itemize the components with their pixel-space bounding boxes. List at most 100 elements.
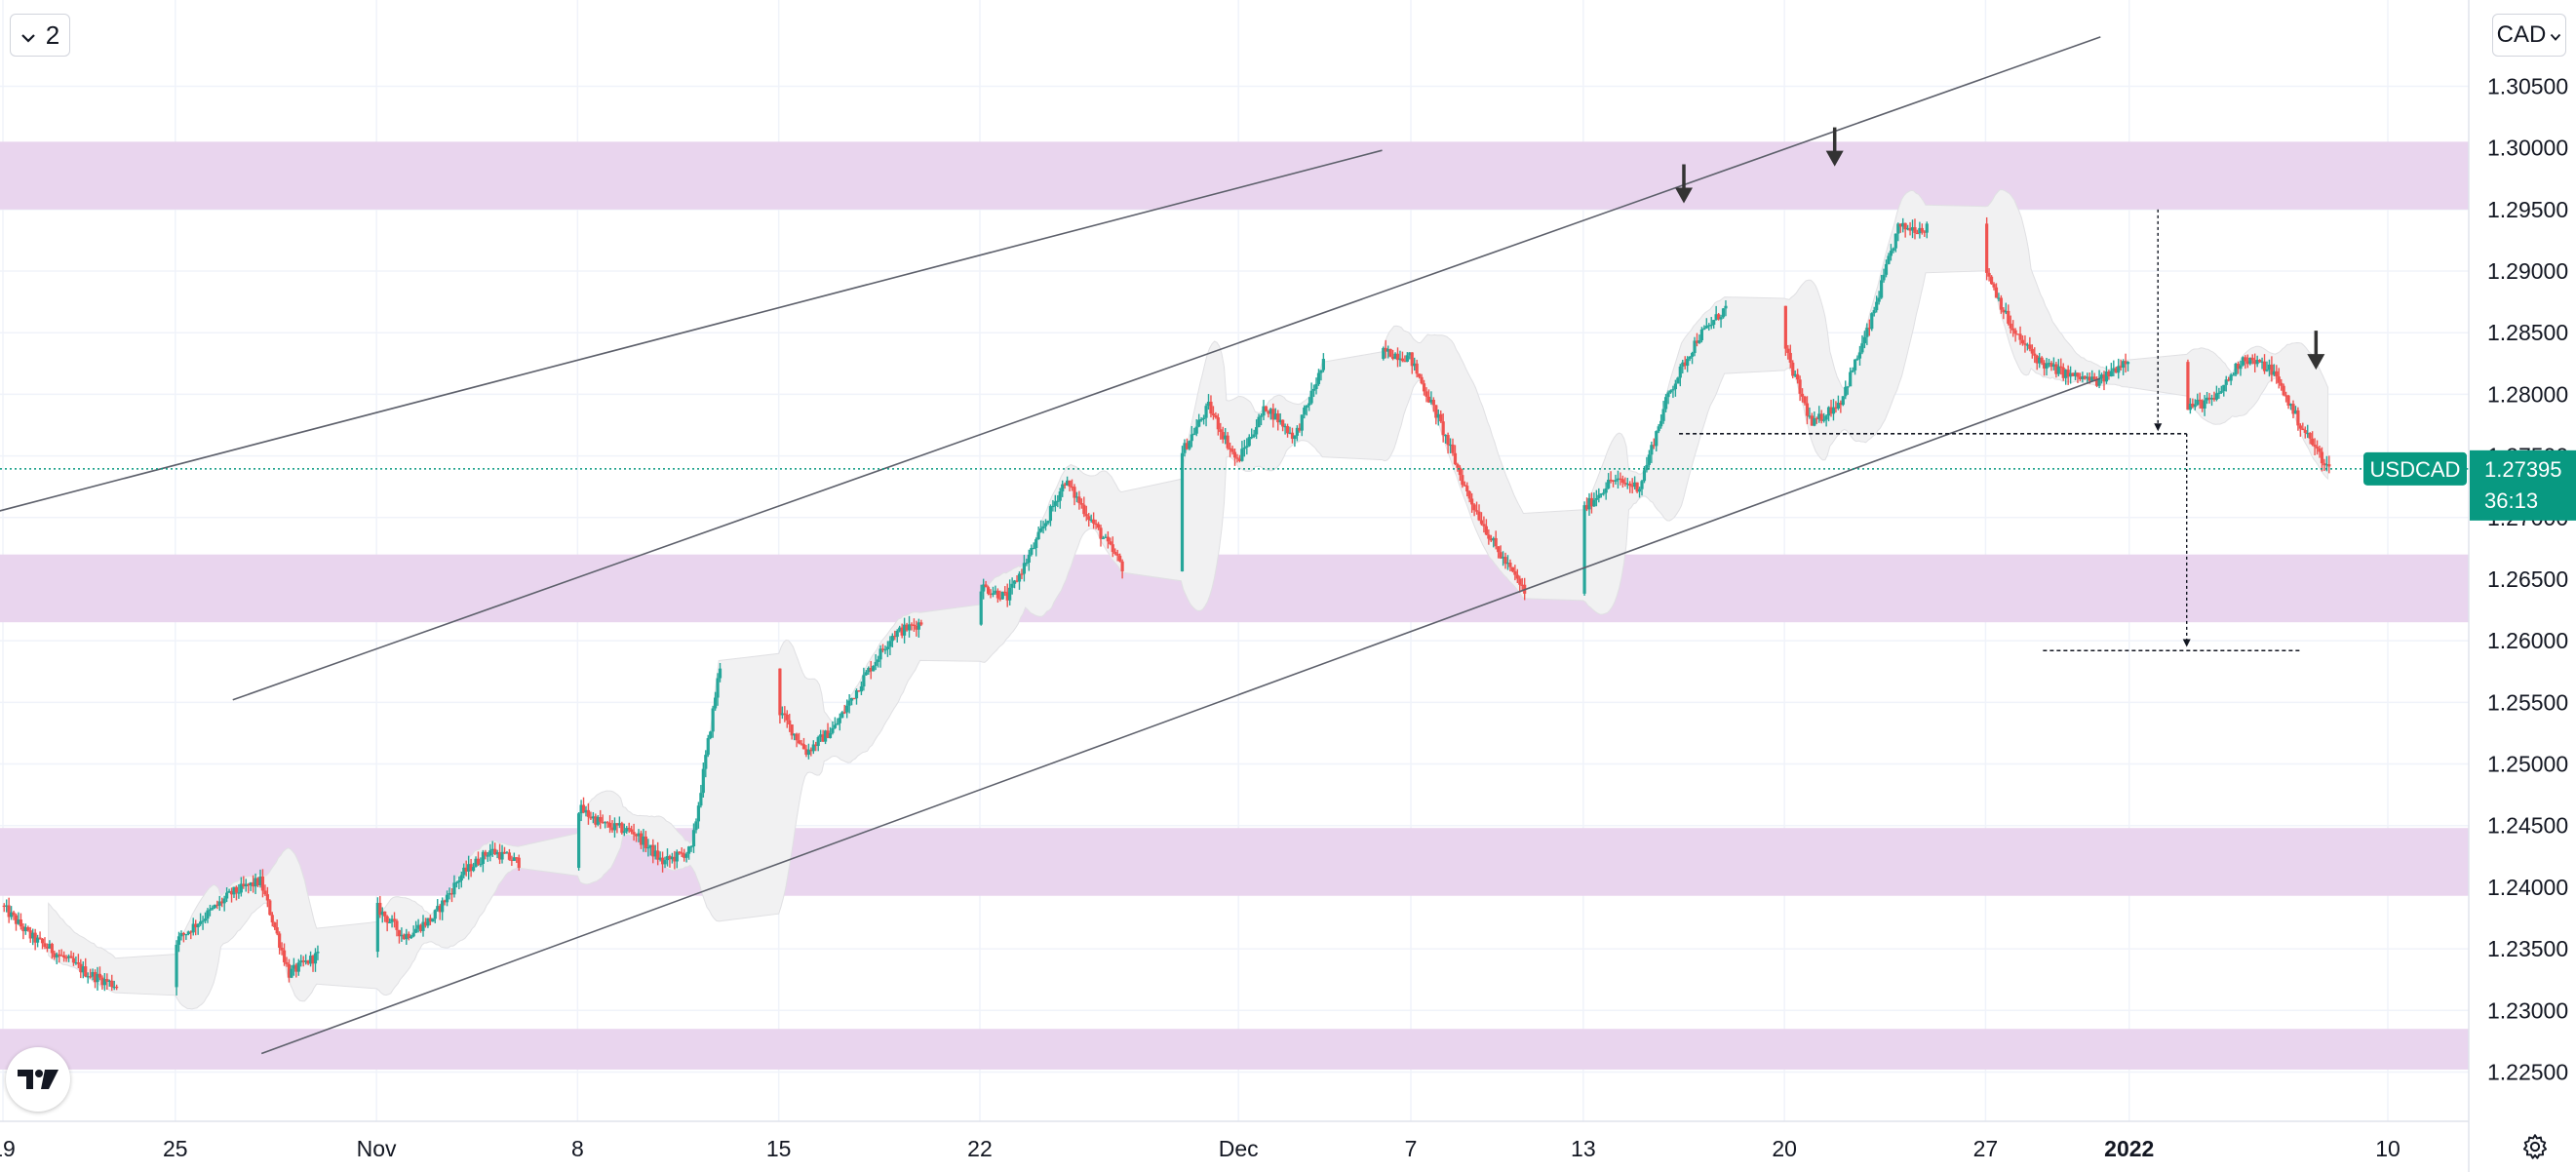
candle-body xyxy=(196,923,200,928)
candle-body xyxy=(1633,482,1637,488)
candle-body xyxy=(1219,429,1223,433)
candle-down xyxy=(2280,378,2283,391)
candle-body xyxy=(680,852,683,854)
candle-body xyxy=(1515,574,1519,579)
candle-down xyxy=(2002,307,2006,320)
candle-down xyxy=(1463,481,1466,487)
candle-up xyxy=(462,863,466,879)
candle-up xyxy=(691,823,696,853)
candle-body xyxy=(452,882,456,895)
candle-body xyxy=(1308,403,1311,406)
candle-down xyxy=(2315,440,2320,455)
candle-body xyxy=(2280,382,2283,386)
candle-up xyxy=(1413,357,1417,371)
candle-down xyxy=(1458,465,1462,482)
candle-down xyxy=(605,820,609,828)
candle-up xyxy=(1655,430,1659,451)
time-tick-label: 13 xyxy=(1571,1136,1596,1161)
candle-body xyxy=(462,867,466,876)
tradingview-logo-icon[interactable] xyxy=(6,1047,70,1112)
candle-body xyxy=(2023,343,2027,345)
candle-body xyxy=(1099,527,1103,539)
candle-up xyxy=(816,735,820,752)
candle-body xyxy=(213,904,216,908)
currency-selector-button[interactable]: CAD xyxy=(2492,14,2566,57)
candle-down xyxy=(1796,369,1800,384)
candle-up xyxy=(577,812,581,871)
candle-up xyxy=(1604,482,1608,500)
candle-down xyxy=(311,955,315,972)
candle-body xyxy=(594,816,598,825)
candle-down xyxy=(919,619,923,627)
target-projection-arrow xyxy=(2182,433,2191,647)
candle-down xyxy=(795,732,799,748)
candle-body xyxy=(880,648,885,650)
candle-body xyxy=(1211,413,1216,416)
candle-up xyxy=(591,811,595,824)
candle-body xyxy=(1815,417,1818,420)
candle-down xyxy=(594,813,598,828)
candle-down xyxy=(1276,410,1280,431)
candle-down xyxy=(644,831,647,853)
candle-body xyxy=(2322,463,2326,466)
candle-up xyxy=(1025,558,1029,566)
candle-up xyxy=(1017,570,1022,590)
candle-down xyxy=(502,846,507,854)
symbol-price-label: USDCAD xyxy=(2363,451,2467,486)
candle-down xyxy=(229,887,234,903)
candle-body xyxy=(718,668,722,679)
candle-up xyxy=(1817,406,1821,423)
measured-move-arrow xyxy=(2154,209,2163,432)
last-price-value: 1.27395 xyxy=(2484,457,2562,482)
candle-down xyxy=(1508,559,1512,571)
candle-down xyxy=(2066,365,2070,385)
candle-body xyxy=(1074,496,1079,498)
candle-body xyxy=(2227,379,2231,381)
candle-body xyxy=(1592,499,1596,507)
candle-body xyxy=(1699,330,1704,341)
candle-up xyxy=(2038,352,2042,369)
candle-up xyxy=(1197,413,1201,428)
candle-up xyxy=(107,979,111,987)
candle-up xyxy=(414,920,418,934)
candle-body xyxy=(1448,444,1453,447)
interval-selector-button[interactable]: 2 xyxy=(10,14,70,57)
candle-body xyxy=(2286,395,2290,406)
candle-down xyxy=(1791,360,1795,379)
candle-body xyxy=(579,804,583,814)
candle-body xyxy=(596,817,600,825)
candle-body xyxy=(1032,547,1035,550)
candle-body xyxy=(1005,592,1009,601)
candle-body xyxy=(2102,374,2106,382)
candle-up xyxy=(895,629,899,643)
candle-body xyxy=(306,960,310,964)
candle-body xyxy=(1503,557,1507,565)
candle-up xyxy=(1893,233,1897,253)
candle-up xyxy=(1853,359,1857,375)
gear-icon[interactable] xyxy=(2517,1129,2553,1164)
candle-up xyxy=(903,617,907,644)
candle-body xyxy=(426,918,430,926)
candle-body xyxy=(1877,297,1881,302)
candle-up xyxy=(445,890,449,907)
candle-up xyxy=(179,930,183,941)
candle-body xyxy=(512,857,516,861)
candle-down xyxy=(1834,401,1838,413)
candle-body xyxy=(1398,358,1402,361)
candle-body xyxy=(2212,397,2216,400)
candle-down xyxy=(2186,359,2190,410)
candle-down xyxy=(189,930,193,940)
candle-body xyxy=(1194,426,1198,434)
candle-down xyxy=(2042,360,2047,376)
candle-up xyxy=(1255,419,1259,440)
candle-body xyxy=(898,627,902,631)
candle-body xyxy=(234,886,239,893)
candle-down xyxy=(1451,438,1455,456)
candle-body xyxy=(1250,437,1254,439)
candle-body xyxy=(2198,399,2202,402)
candle-down xyxy=(2102,371,2106,391)
candle-down xyxy=(915,620,918,637)
candle-body xyxy=(1597,494,1601,498)
candle-body xyxy=(1185,443,1190,449)
